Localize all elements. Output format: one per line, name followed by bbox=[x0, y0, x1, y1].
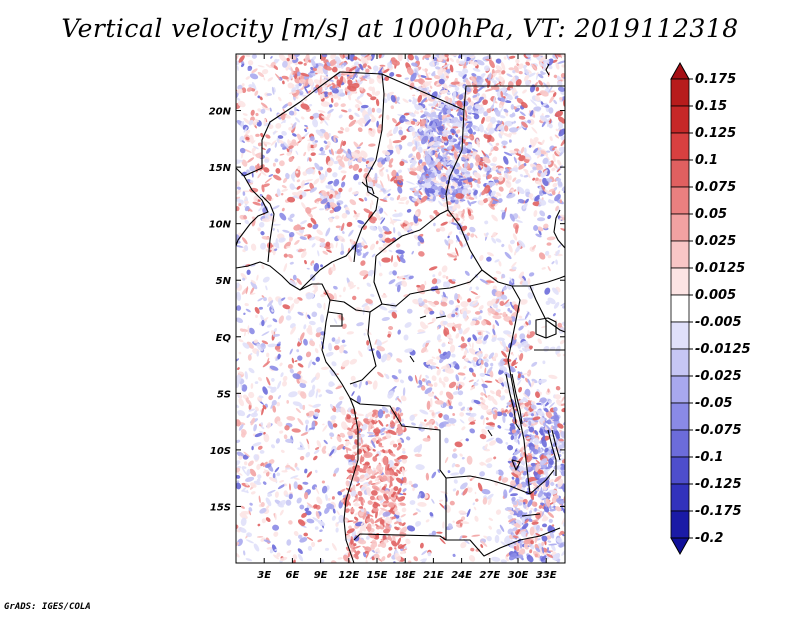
colorbar: 0.175 0.15 0.125 0.1 0.075 0.05 0.025 0.0125 0.0… bbox=[670, 61, 751, 556]
colorbar-label: -0.005 bbox=[695, 315, 742, 330]
lake-malawi bbox=[547, 429, 561, 476]
colorbar-label: -0.2 bbox=[695, 531, 723, 546]
lon-tick-label: 6E bbox=[286, 570, 300, 581]
colorbar-label: 0.025 bbox=[695, 234, 736, 249]
colorbar-label: 0.15 bbox=[695, 99, 727, 114]
colorbar-swatch bbox=[670, 240, 690, 269]
lat-tick-label: 10S bbox=[210, 446, 231, 457]
colorbar-swatch bbox=[670, 375, 690, 404]
border-libya-chad bbox=[317, 71, 465, 111]
colorbar-label: -0.025 bbox=[695, 369, 742, 384]
lon-tick-label: 18E bbox=[395, 570, 416, 581]
colorbar-top-arrow bbox=[670, 61, 690, 80]
colorbar-label: 0.05 bbox=[695, 207, 727, 222]
colorbar-swatch bbox=[670, 159, 690, 188]
colorbar-label: 0.005 bbox=[695, 288, 736, 303]
border-uganda-kenya bbox=[529, 285, 565, 351]
lon-tick-label: 12E bbox=[338, 570, 359, 581]
colorbar-label: -0.05 bbox=[695, 396, 732, 411]
map-boundaries bbox=[236, 63, 565, 563]
colorbar-swatch bbox=[670, 348, 690, 377]
colorbar-swatch bbox=[670, 294, 690, 323]
colorbar-label: 0.1 bbox=[695, 153, 718, 168]
colorbar-swatch bbox=[670, 483, 690, 512]
lon-tick-label: 21E bbox=[423, 570, 444, 581]
border-chad-sudan bbox=[375, 109, 465, 257]
inland-water-drc bbox=[409, 315, 541, 517]
lake-victoria bbox=[535, 317, 557, 339]
border-chad-west bbox=[353, 73, 385, 263]
border-sudan-south bbox=[447, 209, 565, 287]
colorbar-swatch bbox=[670, 132, 690, 161]
lat-tick-label: 10N bbox=[209, 220, 232, 231]
axis-ticks: 20N 15N 10N 5N EQ 5S 10S 15S 3E 6E 9E 12E 15E 18E 21E 2… bbox=[209, 54, 565, 581]
lat-tick-label: 5N bbox=[216, 276, 232, 287]
colorbar-label: -0.175 bbox=[695, 504, 742, 519]
colorbar-swatch bbox=[670, 105, 690, 134]
colorbar-label: -0.0125 bbox=[695, 342, 751, 357]
colorbar-label: 0.075 bbox=[695, 180, 736, 195]
lat-tick-label: EQ bbox=[216, 333, 232, 344]
colorbar-label: -0.125 bbox=[695, 477, 742, 492]
lon-tick-label: 33E bbox=[536, 570, 557, 581]
lon-tick-label: 27E bbox=[479, 570, 500, 581]
border-cameroon-gabon bbox=[327, 299, 383, 327]
coastline-west-africa bbox=[236, 167, 359, 563]
colorbar-label: -0.075 bbox=[695, 423, 742, 438]
coastline-east-africa bbox=[545, 63, 565, 249]
colorbar-label: 0.0125 bbox=[695, 261, 745, 276]
colorbar-bottom-arrow bbox=[670, 537, 690, 556]
lon-tick-label: 24E bbox=[451, 570, 472, 581]
border-zambia bbox=[445, 469, 561, 557]
colorbar-swatch bbox=[670, 321, 690, 350]
footer-credit: GrADS: IGES/COLA bbox=[4, 602, 91, 612]
border-drc-east bbox=[507, 285, 531, 495]
colorbar-swatch bbox=[670, 78, 690, 107]
lat-tick-label: 5S bbox=[217, 389, 231, 400]
lat-tick-label: 20N bbox=[209, 107, 232, 118]
lat-tick-label: 15N bbox=[209, 163, 232, 174]
border-congo-drc bbox=[349, 311, 377, 385]
lon-tick-label: 9E bbox=[314, 570, 328, 581]
lake-chad bbox=[361, 181, 375, 195]
colorbar-swatch bbox=[670, 456, 690, 485]
border-car-drc bbox=[373, 255, 483, 307]
colorbar-swatch bbox=[670, 402, 690, 431]
border-nigeria-cameroon bbox=[261, 195, 357, 291]
border-niger-chad bbox=[243, 87, 319, 177]
colorbar-label: -0.1 bbox=[695, 450, 723, 465]
lon-tick-label: 30E bbox=[508, 570, 529, 581]
lon-tick-label: 3E bbox=[257, 570, 271, 581]
lon-tick-label: 15E bbox=[367, 570, 388, 581]
colorbar-label: 0.125 bbox=[695, 126, 736, 141]
border-egypt-sudan bbox=[463, 85, 565, 111]
lake-tanganyika bbox=[505, 373, 523, 431]
vertical-velocity-field bbox=[236, 54, 565, 563]
lat-tick-label: 15S bbox=[210, 502, 231, 513]
colorbar-swatch bbox=[670, 267, 690, 296]
border-angola-drc bbox=[349, 397, 447, 541]
colorbar-swatch bbox=[670, 213, 690, 242]
plot-frame bbox=[235, 53, 566, 564]
colorbar-swatch bbox=[670, 429, 690, 458]
colorbar-swatch bbox=[670, 186, 690, 215]
colorbar-label: 0.175 bbox=[695, 72, 736, 87]
colorbar-swatch bbox=[670, 510, 690, 539]
map-title: Vertical velocity [m/s] at 1000hPa, VT: … bbox=[61, 14, 739, 43]
